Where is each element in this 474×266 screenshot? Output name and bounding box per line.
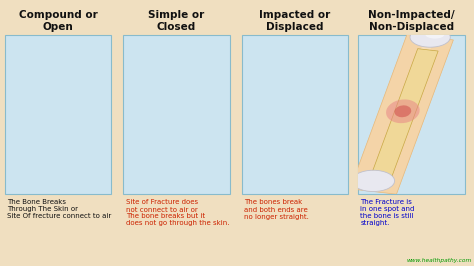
Polygon shape (350, 35, 453, 194)
Polygon shape (245, 111, 290, 180)
Ellipse shape (273, 102, 300, 120)
Ellipse shape (165, 103, 190, 122)
Ellipse shape (191, 31, 210, 39)
Text: The Bone Breaks
Through The Skin or
Site Of frecture connect to air: The Bone Breaks Through The Skin or Site… (7, 200, 111, 219)
Polygon shape (135, 114, 180, 181)
Polygon shape (0, 35, 100, 194)
Ellipse shape (394, 105, 411, 117)
Ellipse shape (32, 102, 58, 120)
FancyBboxPatch shape (242, 35, 348, 194)
Ellipse shape (72, 31, 91, 39)
Polygon shape (116, 35, 219, 194)
Ellipse shape (410, 27, 450, 47)
Polygon shape (370, 49, 438, 181)
Text: Site of Fracture does
not connect to air or
The bone breaks but it
does not go t: Site of Fracture does not connect to air… (126, 200, 229, 227)
Text: Simple or
Closed: Simple or Closed (148, 10, 205, 32)
Polygon shape (163, 49, 206, 111)
Text: Compound or
Open: Compound or Open (18, 10, 98, 32)
Polygon shape (3, 112, 47, 179)
Ellipse shape (175, 27, 216, 47)
Ellipse shape (352, 170, 394, 192)
Ellipse shape (154, 94, 201, 131)
FancyBboxPatch shape (358, 35, 465, 194)
Polygon shape (49, 49, 91, 110)
Ellipse shape (309, 31, 328, 39)
Ellipse shape (0, 170, 41, 192)
Polygon shape (234, 35, 337, 194)
FancyBboxPatch shape (5, 35, 111, 194)
Ellipse shape (117, 170, 160, 192)
Polygon shape (253, 37, 319, 192)
Ellipse shape (426, 31, 445, 39)
Ellipse shape (236, 170, 279, 192)
Ellipse shape (23, 95, 67, 127)
Ellipse shape (294, 27, 334, 47)
Polygon shape (16, 37, 82, 192)
Text: The bones break
and both ends are
no longer straight.: The bones break and both ends are no lon… (244, 200, 309, 219)
Text: www.healthpathy.com: www.healthpathy.com (406, 258, 472, 263)
Polygon shape (369, 37, 435, 192)
Ellipse shape (263, 94, 311, 128)
FancyBboxPatch shape (123, 35, 230, 194)
Polygon shape (134, 37, 200, 192)
Text: Non-Impacted/
Non-Displaced: Non-Impacted/ Non-Displaced (368, 10, 455, 32)
Polygon shape (288, 50, 331, 114)
Text: Impacted or
Displaced: Impacted or Displaced (259, 10, 331, 32)
Ellipse shape (57, 27, 97, 47)
Ellipse shape (386, 99, 419, 123)
Text: The Fracture is
in one spot and
the bone is still
straight.: The Fracture is in one spot and the bone… (360, 200, 415, 227)
